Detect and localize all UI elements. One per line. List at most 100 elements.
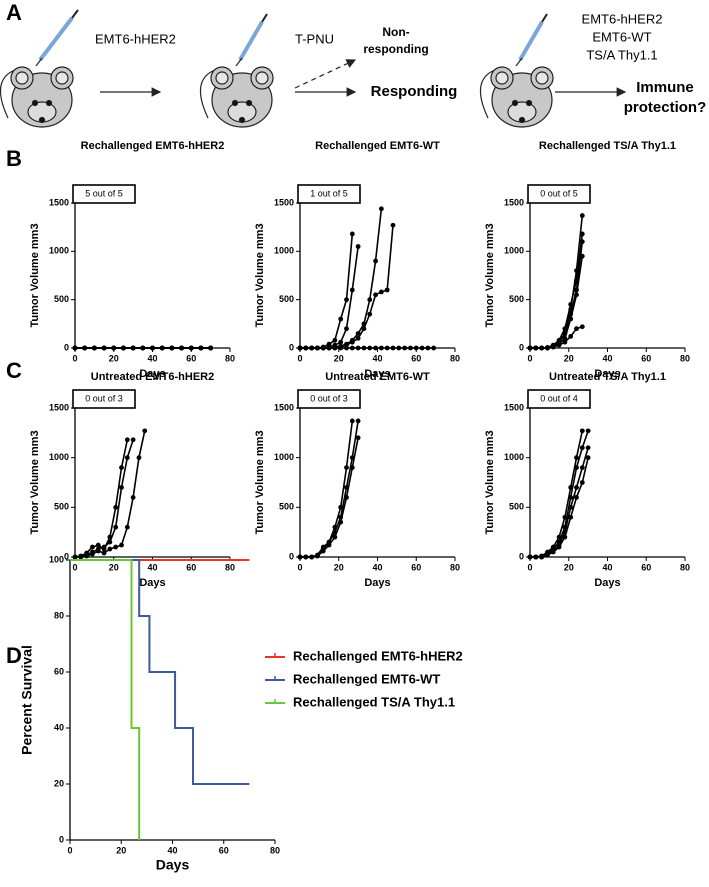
x-tick-label: 60 (641, 353, 651, 363)
annotation: 0 out of 5 (540, 188, 578, 198)
y-tick-label: 0 (289, 551, 294, 561)
y-axis-label: Tumor Volume mm3 (254, 430, 266, 534)
data-point (121, 345, 126, 351)
y-axis-label: Tumor Volume mm3 (29, 223, 41, 327)
x-tick-label: 20 (109, 353, 119, 363)
y-tick-label: 1000 (504, 246, 524, 256)
data-point (361, 326, 367, 332)
annotation-box (297, 184, 361, 204)
data-point (419, 345, 425, 351)
data-point (579, 324, 585, 330)
x-tick-label: 40 (147, 562, 157, 572)
y-tick-label: 60 (54, 666, 64, 676)
data-point (101, 550, 107, 556)
x-tick-label: 20 (564, 353, 574, 363)
data-point (326, 542, 332, 548)
diagram-label: protection? (624, 99, 707, 116)
data-point (344, 297, 349, 303)
data-point (390, 345, 396, 351)
data-point (574, 326, 579, 332)
x-tick-label: 40 (167, 845, 177, 855)
data-point (344, 495, 349, 500)
data-point (107, 546, 113, 552)
annotation: 0 out of 3 (310, 393, 348, 403)
data-point (124, 524, 130, 530)
x-tick-label: 60 (186, 562, 196, 572)
data-point (136, 455, 142, 461)
series-line (74, 439, 129, 558)
data-point (78, 554, 84, 560)
data-point (82, 345, 88, 351)
y-tick-label: 1500 (49, 197, 69, 207)
data-point (355, 345, 361, 351)
x-tick-label: 40 (372, 562, 382, 572)
y-tick-label: 500 (54, 294, 69, 304)
data-point (384, 287, 390, 293)
data-point (124, 437, 130, 443)
data-point (585, 428, 591, 434)
data-point (539, 554, 545, 560)
y-tick-label: 1500 (504, 197, 524, 207)
y-tick-label: 1500 (274, 197, 294, 207)
data-point (355, 435, 361, 441)
data-point (169, 345, 175, 351)
data-point (585, 445, 591, 451)
x-tick-label: 60 (411, 353, 421, 363)
annotation: 0 out of 3 (85, 393, 123, 403)
diagram-label: EMT6-WT (592, 29, 651, 44)
data-point (562, 534, 568, 540)
data-point (556, 544, 562, 550)
data-point (533, 554, 539, 560)
x-tick-label: 0 (72, 562, 77, 572)
y-tick-label: 1000 (49, 452, 69, 462)
data-point (402, 345, 408, 351)
x-tick-label: 0 (527, 353, 532, 363)
data-point (556, 342, 562, 348)
x-tick-label: 40 (372, 353, 382, 363)
data-point (320, 548, 326, 554)
data-point (579, 239, 585, 245)
data-point (332, 345, 338, 351)
data-point (130, 495, 136, 500)
x-tick-label: 20 (334, 562, 344, 572)
y-axis-label: Tumor Volume mm3 (484, 430, 496, 534)
data-point (579, 445, 585, 451)
x-axis-label: Days (364, 368, 390, 380)
data-point (72, 345, 78, 351)
chart-title: Rechallenged EMT6-hHER2 (81, 140, 225, 152)
data-point (303, 345, 309, 351)
data-point (349, 418, 355, 424)
y-axis-label: Percent Survival (19, 645, 35, 755)
chart-title: Untreated EMT6-WT (325, 371, 430, 383)
legend-label: Rechallenged EMT6-hHER2 (293, 648, 463, 663)
annotation-box (72, 389, 136, 409)
data-point (431, 345, 437, 351)
x-tick-label: 20 (116, 845, 126, 855)
chart-title: Rechallenged TS/A Thy1.1 (539, 140, 676, 152)
x-tick-label: 40 (602, 353, 612, 363)
diagram-label: T-PNU (295, 31, 334, 46)
diagram-label: Immune (636, 79, 694, 96)
data-point (91, 345, 97, 351)
x-tick-label: 80 (225, 562, 235, 572)
data-point (373, 258, 378, 264)
y-tick-label: 0 (64, 342, 69, 352)
legend-label: Rechallenged EMT6-WT (293, 671, 440, 686)
y-axis-label: Tumor Volume mm3 (484, 223, 496, 327)
data-point (90, 551, 95, 557)
x-axis-label: Days (139, 368, 165, 380)
y-tick-label: 0 (519, 342, 524, 352)
x-tick-label: 60 (219, 845, 229, 855)
series-line (300, 208, 383, 349)
data-point (150, 345, 155, 351)
data-point (533, 345, 539, 351)
arrow (294, 59, 357, 89)
panel-label: C (6, 358, 22, 383)
x-tick-label: 40 (147, 353, 157, 363)
legend-label: Rechallenged TS/A Thy1.1 (293, 694, 455, 709)
x-tick-label: 80 (450, 562, 460, 572)
data-point (562, 339, 568, 345)
y-tick-label: 0 (519, 551, 524, 561)
data-point (378, 345, 384, 351)
mouse-icon (199, 13, 274, 128)
